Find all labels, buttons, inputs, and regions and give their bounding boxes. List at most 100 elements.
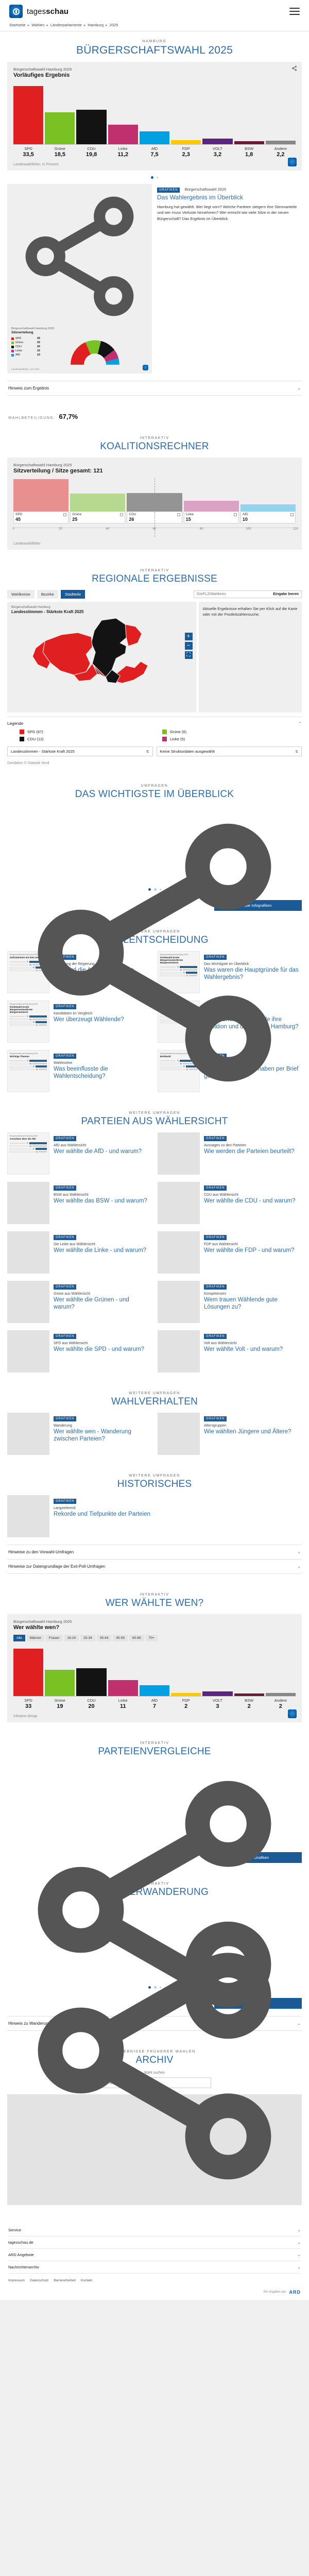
article-card[interactable]: Bürgerschaftswahl Hamburg 2025 Direktwahl… <box>158 951 302 993</box>
breadcrumb-item-1[interactable]: Wahlen <box>31 23 45 27</box>
article-card[interactable]: GRAFIKEN Grüne aus Wählersicht Wer wählte … <box>7 1281 151 1323</box>
carousel-dot-1[interactable] <box>157 177 158 178</box>
zoom-in-button[interactable]: + <box>184 633 193 640</box>
footer-link[interactable]: Barrierefreiheit <box>54 2279 76 2282</box>
coalition-checkbox[interactable] <box>290 513 294 516</box>
overview-carousel-stage[interactable] <box>7 805 302 1082</box>
breadcrumb-item-3[interactable]: Hamburg <box>88 23 104 27</box>
coalition-bar-linke[interactable]: Linke 15 <box>183 479 239 523</box>
article-card[interactable]: GRAFIKEN Altersgruppen Wie wählten Jüngere… <box>158 1413 302 1455</box>
card-headline[interactable]: Wer wählte die FDP - und warum? <box>204 1247 295 1253</box>
carousel-dots[interactable] <box>7 171 302 181</box>
coalition-bar-spd[interactable]: SPD 45 <box>13 479 69 523</box>
werwen-chip-18-24[interactable]: 18-24 <box>64 1635 79 1641</box>
teaser-headline[interactable]: Das Wahlergebnis im Überblick <box>157 194 243 201</box>
card-headline[interactable]: Wer wählte das BSW - und warum? <box>54 1198 147 1204</box>
carousel-dot-1[interactable] <box>153 1986 157 1989</box>
card-headline[interactable]: Wer wählte die Grünen - und warum? <box>54 1297 129 1311</box>
footer-section-archiv[interactable]: Nachrichtenarchiv ⌄ <box>8 2261 301 2274</box>
footer-link[interactable]: Datenschutz <box>30 2279 49 2282</box>
article-card[interactable]: Bürgerschaftswahl Hamburg 2025 Wichtige T… <box>7 1050 151 1092</box>
card-headline[interactable]: Wer wählte die CDU - und warum? <box>204 1198 296 1204</box>
footer-link[interactable]: Kontakt <box>80 2279 92 2282</box>
chevron-up-icon[interactable]: ⌃ <box>298 721 302 726</box>
footer-section-tagesschau[interactable]: tagesschau.de ⌄ <box>8 2236 301 2249</box>
coalition-bar-grüne[interactable]: Grüne 25 <box>70 479 126 523</box>
tab-stadtteile[interactable]: Stadtteile <box>60 590 85 599</box>
werwen-chip-70+[interactable]: 70+ <box>145 1635 158 1641</box>
werwen-chip-60-69[interactable]: 60-69 <box>129 1635 144 1641</box>
article-card[interactable]: GRAFIKEN FDP aus Wählersicht Wer wählte di… <box>158 1231 302 1274</box>
card-headline[interactable]: Wer wählte die SPD - und warum? <box>54 1346 145 1352</box>
card-headline[interactable]: Wer wählte Volt - und warum? <box>204 1346 283 1352</box>
article-card[interactable]: Bürgerschaftswahl Hamburg 2025 Ansichten … <box>7 1132 151 1175</box>
share-icon[interactable] <box>291 65 297 71</box>
carousel-dot-2[interactable] <box>159 889 161 890</box>
breadcrumb-item-4[interactable]: 2025 <box>109 23 118 27</box>
hinweis-exitpoll-accordion[interactable]: Hinweise zur Datengrundlage der Exit-Pol… <box>7 1560 302 1574</box>
tab-wahlkreise[interactable]: Wahlkreise <box>7 590 35 599</box>
carousel-dot-0[interactable] <box>148 1986 151 1989</box>
article-card[interactable]: GRAFIKEN Volt aus Wählersicht Wer wählte V… <box>158 1330 302 1372</box>
coalition-checkbox[interactable] <box>120 513 124 516</box>
result-hint-accordion[interactable]: Hinweis zum Ergebnis ⌄ <box>7 381 302 396</box>
region-search-box[interactable]: Eingabe leeren <box>194 590 302 598</box>
article-card[interactable]: GRAFIKEN CDU aus Wählersicht Wer wählte di… <box>158 1182 302 1224</box>
hamburger-menu-icon[interactable] <box>289 8 300 15</box>
card-headline[interactable]: Was beeinflusste die Wahlentscheidung? <box>54 1066 108 1080</box>
overview-carousel-dots[interactable] <box>7 883 302 893</box>
waehlerwanderung-stage[interactable] <box>7 1903 302 2180</box>
clear-input-button[interactable]: Eingabe leeren <box>273 592 299 596</box>
carousel-dot-1[interactable] <box>153 888 157 891</box>
legend-header[interactable]: Legende ⌃ <box>7 721 302 726</box>
werwen-chip-männer[interactable]: Männer <box>26 1635 44 1641</box>
share-icon[interactable] <box>7 1903 302 2198</box>
share-icon[interactable] <box>7 1762 302 2057</box>
hinweis-vorwahl-accordion[interactable]: Hinweise zu den Vorwahl-Umfragen ⌄ <box>7 1545 302 1560</box>
coalition-checkbox[interactable] <box>233 513 237 516</box>
coalition-bar-afd[interactable]: AfD 10 <box>240 479 296 523</box>
overview-teaser[interactable]: GRAFIKEN Bürgerschaftswahl 2025 Das Wahl… <box>157 184 302 374</box>
werwen-chip-25-34[interactable]: 25-34 <box>80 1635 95 1641</box>
breadcrumb-item-0[interactable]: Startseite <box>9 23 26 27</box>
waehlerwanderung-dots[interactable] <box>7 1980 302 1991</box>
carousel-dot-0[interactable] <box>151 176 153 179</box>
article-card[interactable]: GRAFIKEN Langzeittrend Rekorde und Tiefpun… <box>7 1495 151 1537</box>
footer-section-ard[interactable]: ARD Angebote ⌄ <box>8 2249 301 2261</box>
card-headline[interactable]: Rekorde und Tiefpunkte der Parteien <box>54 1511 150 1517</box>
article-card[interactable]: GRAFIKEN Die Linke aus Wählersicht Wer wäh… <box>7 1231 151 1274</box>
article-card[interactable]: GRAFIKEN Wanderung Wer wählte wen - Wander… <box>7 1413 151 1455</box>
tab-bezirke[interactable]: Bezirke <box>37 590 58 599</box>
card-headline[interactable]: Wer wählte die Linke - und warum? <box>54 1247 147 1253</box>
coalition-checkbox[interactable] <box>63 513 67 516</box>
zoom-out-button[interactable]: − <box>184 642 193 650</box>
footer-section-service[interactable]: Service ⌄ <box>8 2224 301 2236</box>
carousel-dot-0[interactable] <box>148 888 151 891</box>
article-card[interactable]: Bürgerschaftswahl Hamburg 2025 Direktwahl… <box>7 1001 151 1043</box>
card-headline[interactable]: Wer wählte die AfD - und warum? <box>54 1148 142 1155</box>
map-structure-select[interactable]: Keine Strukturdaten ausgewählt ⇅ <box>156 747 302 756</box>
zoom-reset-button[interactable]: ⛶ <box>184 651 193 659</box>
article-card[interactable]: GRAFIKEN BSW aus Wählersicht Wer wählte da… <box>7 1182 151 1224</box>
breadcrumb-item-2[interactable]: Länderparlamente <box>50 23 82 27</box>
hamburg-map-shape[interactable] <box>11 616 192 701</box>
werwen-chip-alle[interactable]: Alle <box>13 1635 25 1641</box>
footer-link[interactable]: Impressum <box>8 2279 25 2282</box>
regional-map[interactable]: Bürgerschaftswahl Hamburg Landesstimmen … <box>7 602 196 713</box>
werwen-chip-frauen[interactable]: Frauen <box>45 1635 63 1641</box>
map-metric-select[interactable]: Landesstimmen - Stärkste Kraft 2025 ⇅ <box>7 747 153 756</box>
share-icon[interactable] <box>7 805 302 1100</box>
brand-logo[interactable]: tagesschau <box>9 5 68 18</box>
region-search-input[interactable] <box>197 592 253 596</box>
card-headline[interactable]: Wie wählten Jüngere und Ältere? <box>204 1429 291 1435</box>
share-icon[interactable] <box>11 188 148 325</box>
coalition-checkbox[interactable] <box>177 513 180 516</box>
card-headline[interactable]: Wie werden die Parteien beurteilt? <box>204 1148 295 1155</box>
card-headline[interactable]: Wer wählte wen - Wanderung zwischen Part… <box>54 1429 131 1443</box>
article-card[interactable]: GRAFIKEN Kompetenzen Wem trauen Wählende g… <box>158 1281 302 1323</box>
card-headline[interactable]: Wer überzeugt Wählende? <box>54 1016 124 1023</box>
article-card[interactable]: GRAFIKEN Aussagen zu den Parteien Wie werd… <box>158 1132 302 1175</box>
werwen-chip-35-44[interactable]: 35-44 <box>96 1635 112 1641</box>
carousel-dot-2[interactable] <box>159 1987 161 1988</box>
article-card[interactable]: GRAFIKEN SPD aus Wählersicht Wer wählte di… <box>7 1330 151 1372</box>
